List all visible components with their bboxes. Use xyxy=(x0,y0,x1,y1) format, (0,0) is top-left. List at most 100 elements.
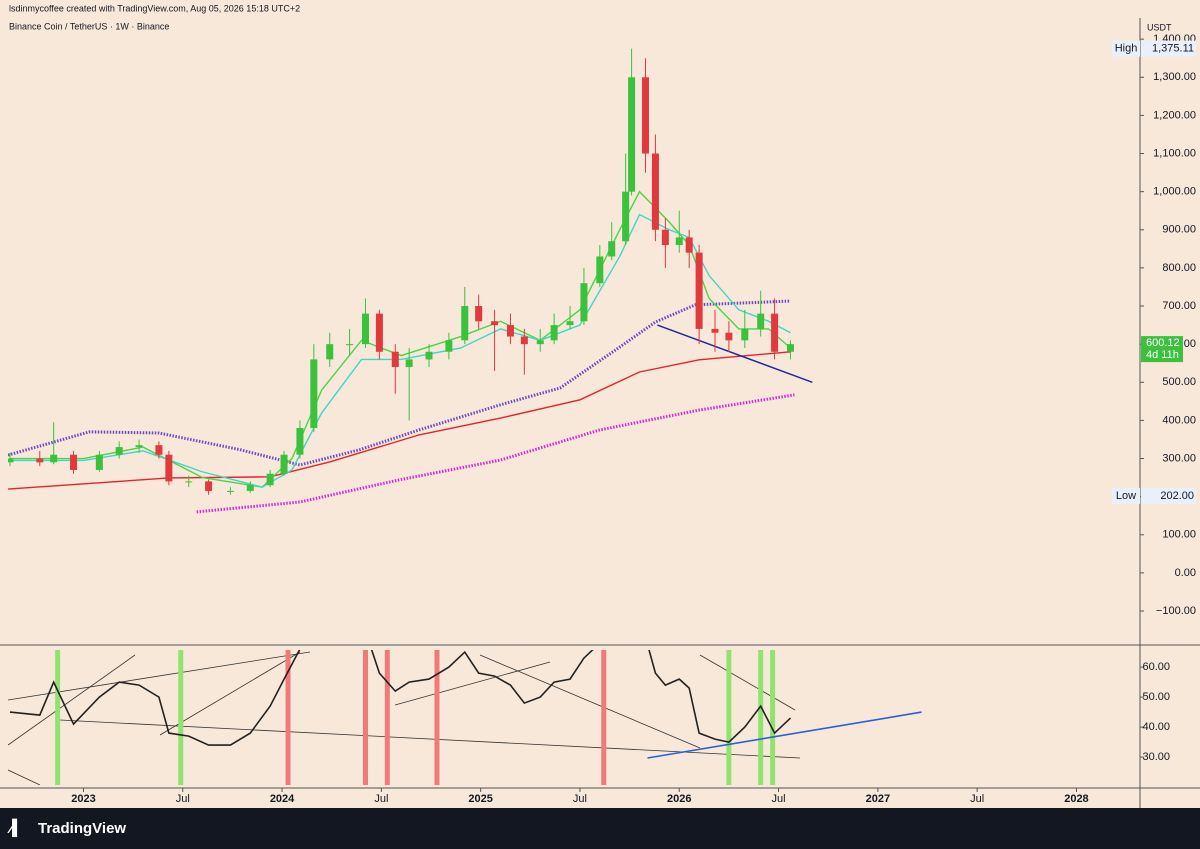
last-price-box xyxy=(1141,336,1183,363)
candle-body xyxy=(326,344,334,360)
signal-bar xyxy=(55,650,61,785)
y-tick-label: 900.00 xyxy=(1162,224,1196,236)
y-tick-label: 800.00 xyxy=(1162,262,1196,274)
candle-body xyxy=(550,325,558,341)
signal-bar xyxy=(285,650,291,785)
signal-bar xyxy=(758,650,764,785)
x-tick-label: Jul xyxy=(176,793,190,805)
candle-body xyxy=(622,191,630,242)
candle-body xyxy=(675,237,683,246)
y-tick-label: 400.00 xyxy=(1162,414,1196,426)
dotted-average xyxy=(8,299,791,467)
candle-body xyxy=(661,229,669,246)
candle-body xyxy=(711,328,719,333)
x-tick-label: 2028 xyxy=(1064,793,1088,805)
candle-body xyxy=(651,153,659,230)
candle-body xyxy=(771,313,779,352)
low-name-box xyxy=(1112,487,1140,504)
candle-body xyxy=(506,325,514,337)
x-tick-label: Jul xyxy=(573,793,587,805)
high-box xyxy=(1141,40,1196,57)
candle-body xyxy=(445,340,453,352)
y-tick-label: 1,000.00 xyxy=(1153,186,1196,198)
candle-body xyxy=(266,473,274,486)
moving-average xyxy=(8,351,791,490)
rsi-pane xyxy=(9,650,922,785)
y-tick-label: −100.00 xyxy=(1156,605,1196,617)
y-tick-label: 100.00 xyxy=(1162,529,1196,541)
candle-body xyxy=(461,306,469,341)
signal-bar xyxy=(770,650,776,785)
candle-body xyxy=(246,485,254,491)
y-tick-label: 60.00 xyxy=(1142,661,1170,673)
y-tick-label: 1,100.00 xyxy=(1153,147,1196,159)
candle-body xyxy=(725,332,733,341)
candle-body xyxy=(115,447,123,455)
candle-body xyxy=(165,454,173,482)
candle-body xyxy=(608,241,616,257)
low-name: Low xyxy=(1116,490,1136,502)
candle-body xyxy=(520,336,528,345)
candle-body xyxy=(741,328,749,341)
x-tick-label: Jul xyxy=(374,793,388,805)
candle-body xyxy=(391,351,399,368)
signal-bar xyxy=(362,650,368,785)
candle-body xyxy=(536,340,544,345)
candle-body xyxy=(50,454,58,463)
high-label: 1,375.11 xyxy=(1152,43,1194,55)
y-tick-label: 0.00 xyxy=(1175,567,1196,579)
y-tick-label: 500.00 xyxy=(1162,376,1196,388)
candle-body xyxy=(566,321,574,326)
candle-body xyxy=(205,481,213,491)
candle-body xyxy=(375,313,383,352)
x-tick-label: 2026 xyxy=(667,793,691,805)
candle-body xyxy=(405,359,413,368)
x-tick-label: 2025 xyxy=(468,793,492,805)
trendline xyxy=(657,324,813,383)
candle-body xyxy=(155,445,163,455)
y-tick-label: 1,200.00 xyxy=(1153,109,1196,121)
signal-bar xyxy=(178,650,184,785)
y-tick-label: 30.00 xyxy=(1142,751,1170,763)
x-tick-label: 2024 xyxy=(270,793,295,805)
candle-body xyxy=(185,481,193,483)
signal-bar xyxy=(384,650,390,785)
candle-body xyxy=(226,490,234,492)
y-tick-label: 50.00 xyxy=(1142,691,1170,703)
candle-body xyxy=(685,237,693,253)
y-tick-label: 40.00 xyxy=(1142,721,1170,733)
x-tick-label: Jul xyxy=(970,793,984,805)
candle-body xyxy=(786,344,794,352)
candle-body xyxy=(135,445,143,448)
candle-body xyxy=(757,313,765,329)
y-tick-label: 300.00 xyxy=(1162,452,1196,464)
brand: TradingView xyxy=(38,820,126,837)
candle-body xyxy=(361,313,369,345)
x-tick-label: Jul xyxy=(772,793,786,805)
dotted-average xyxy=(196,393,795,514)
candle-body xyxy=(425,351,433,360)
candle-body xyxy=(596,256,604,284)
candle-body xyxy=(280,454,288,474)
high-name: High xyxy=(1115,43,1138,55)
signal-bar xyxy=(601,650,607,785)
candle-body xyxy=(36,458,44,463)
rsi-line xyxy=(9,650,792,746)
countdown: 4d 11h xyxy=(1146,349,1179,361)
candle-body xyxy=(70,454,78,470)
brand-logo: ⁄▍ xyxy=(7,818,24,838)
last-price: 600.12 xyxy=(1146,337,1180,349)
candle-body xyxy=(491,321,499,326)
x-tick-label: 2023 xyxy=(71,793,95,805)
candle-body xyxy=(628,77,636,192)
candle-body xyxy=(641,77,649,154)
candle-body xyxy=(695,252,703,329)
low-label: 202.00 xyxy=(1160,490,1194,502)
candle-body xyxy=(8,458,14,463)
high-name-box xyxy=(1112,40,1140,57)
low-box xyxy=(1141,487,1196,504)
price-pane xyxy=(8,48,813,514)
rsi-trendline xyxy=(647,711,922,759)
symbol-title: Binance Coin / TetherUS · 1W · Binance xyxy=(9,21,169,31)
